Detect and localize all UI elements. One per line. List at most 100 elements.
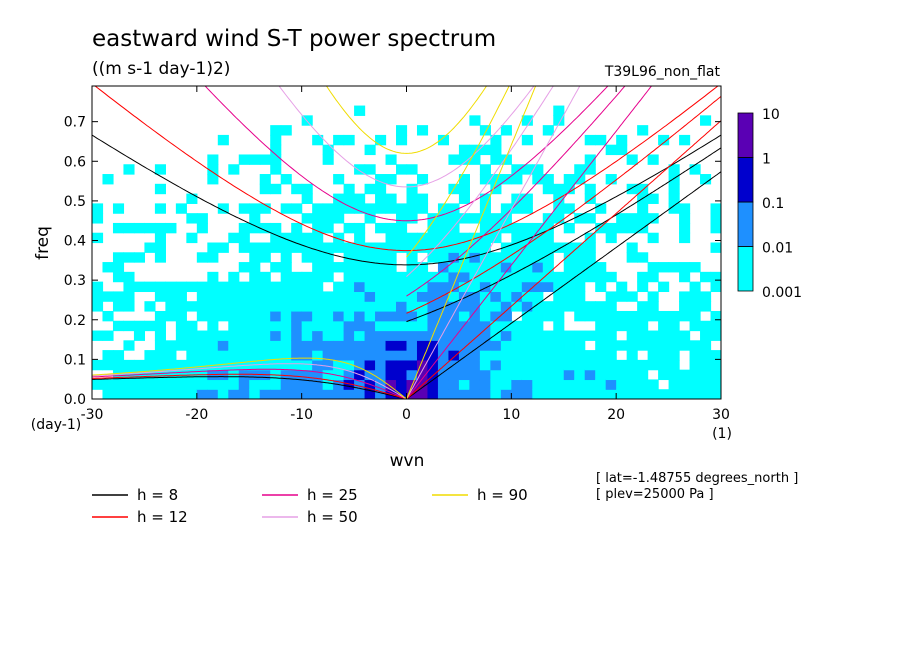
heatmap-cell (186, 340, 198, 351)
heatmap-cell (207, 310, 219, 322)
heatmap-cell (626, 359, 638, 371)
heatmap-cell (479, 310, 491, 322)
heatmap-cell (207, 174, 219, 185)
heatmap-cell (375, 389, 387, 399)
heatmap-cell (270, 359, 282, 371)
heatmap-cell (647, 379, 659, 390)
heatmap-cell (406, 164, 418, 175)
heatmap-cell (291, 183, 303, 195)
heatmap-cell (710, 389, 721, 399)
chart-title: eastward wind S-T power spectrum (92, 26, 496, 52)
heatmap-cell (668, 379, 680, 390)
heatmap-cell (249, 154, 261, 165)
heatmap-cell (270, 320, 282, 332)
heatmap-cell (207, 154, 219, 165)
heatmap-cell (238, 320, 250, 332)
heatmap-cell (354, 232, 366, 244)
heatmap-cell (563, 301, 575, 312)
heatmap-cell (626, 379, 638, 390)
heatmap-cell (584, 262, 596, 273)
heatmap-cell (637, 330, 649, 341)
heatmap-cell (668, 193, 680, 204)
heatmap-cell (312, 330, 324, 341)
heatmap-cell (165, 379, 177, 390)
heatmap-cell (112, 389, 125, 399)
heatmap-cell (375, 291, 387, 302)
heatmap-cell (437, 350, 450, 361)
heatmap-cell (280, 350, 292, 361)
heatmap-cell (584, 389, 596, 399)
heatmap-cell (679, 310, 691, 322)
heatmap-cell (322, 369, 334, 381)
heatmap-cell (270, 222, 282, 234)
heatmap-cell (437, 291, 450, 302)
heatmap-cell (280, 232, 292, 244)
heatmap-cell (458, 369, 470, 381)
heatmap-cell (175, 281, 187, 293)
heatmap-cell (207, 340, 219, 351)
heatmap-cell (228, 359, 240, 371)
heatmap-cell (469, 340, 481, 351)
heatmap-cell (301, 281, 313, 293)
heatmap-cell (637, 125, 649, 136)
heatmap-cell (291, 232, 303, 244)
heatmap-cell (259, 174, 271, 185)
heatmap-cell (542, 359, 554, 371)
heatmap-cell (532, 320, 544, 332)
heatmap-cell (668, 174, 680, 185)
heatmap-cell (490, 350, 502, 361)
heatmap-cell (280, 369, 292, 381)
heatmap-cell (385, 271, 397, 283)
heatmap-cell (144, 301, 156, 312)
heatmap-cell (301, 213, 313, 224)
heatmap-cell (396, 164, 408, 175)
heatmap-cell (406, 193, 418, 204)
heatmap-cell (458, 281, 470, 293)
heatmap-cell (270, 350, 282, 361)
heatmap-cell (469, 154, 481, 165)
heatmap-cell (291, 242, 303, 253)
heatmap-cell (511, 350, 523, 361)
heatmap-cell (280, 310, 292, 322)
colorbar-swatch (737, 201, 754, 247)
heatmap-cell (196, 222, 208, 234)
heatmap-cell (626, 291, 638, 302)
heatmap-cell (532, 252, 544, 263)
heatmap-cell (333, 359, 345, 371)
heatmap-cell (416, 125, 429, 136)
heatmap-cell (563, 350, 575, 361)
heatmap-cells (92, 105, 721, 399)
heatmap-cell (479, 389, 491, 399)
inertia-gravity-curve (204, 86, 609, 222)
heatmap-cell (280, 262, 292, 273)
heatmap-cell (375, 174, 387, 185)
heatmap-cell (186, 193, 198, 204)
heatmap-cell (291, 320, 303, 332)
heatmap-cell (679, 213, 691, 224)
heatmap-cell (595, 330, 607, 341)
heatmap-cell (280, 301, 292, 312)
heatmap-cell (322, 213, 334, 224)
heatmap-cell (217, 359, 229, 371)
heatmap-cell (406, 359, 418, 371)
colorbar-swatch (737, 246, 754, 292)
heatmap-cell (154, 203, 166, 214)
heatmap-cell (710, 320, 721, 332)
heatmap-cell (448, 203, 460, 214)
heatmap-cell (532, 164, 544, 175)
heatmap-cell (301, 379, 313, 390)
heatmap-cell (679, 222, 691, 234)
heatmap-cell (500, 379, 512, 390)
heatmap-cell (144, 281, 156, 293)
heatmap-cell (280, 125, 292, 136)
heatmap-cell (511, 301, 523, 312)
heatmap-cell (301, 271, 313, 283)
heatmap-cell (375, 310, 387, 322)
heatmap-cell (112, 359, 125, 371)
heatmap-cell (521, 330, 533, 341)
heatmap-cell (500, 281, 512, 293)
heatmap-cell (427, 340, 439, 351)
heatmap-cell (448, 262, 460, 273)
heatmap-cell (364, 320, 376, 332)
heatmap-cell (479, 281, 491, 293)
